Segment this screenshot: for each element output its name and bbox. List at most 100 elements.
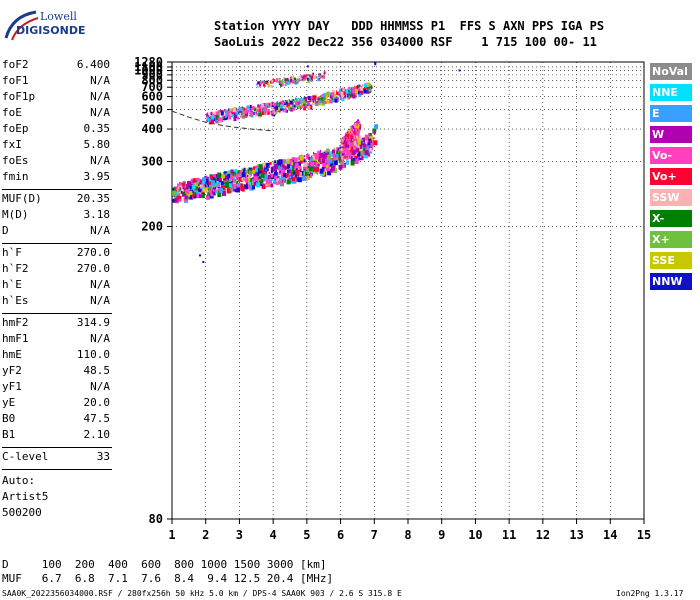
echo-point-f2 [266,105,268,108]
echo-point-f1 [362,145,366,150]
echo-point-f2 [238,107,242,112]
echo-point-f1 [287,173,289,176]
echo-point-f1 [337,148,339,151]
echo-point-f3 [275,79,278,83]
echo-point-f1 [198,188,202,193]
param-value: N/A [90,278,110,291]
echo-point-f1 [362,143,366,148]
echo-point-f1 [290,170,292,173]
echo-point-f1 [228,178,231,182]
echo-point-f1 [255,171,260,177]
echo-point-f1 [217,190,220,194]
echo-point-f1 [332,167,337,173]
echo-point-f2 [311,96,315,101]
echo-point-spread [345,151,347,154]
echo-point-f1 [260,172,265,178]
echo-point-f2 [320,97,324,102]
x-tick-label: 8 [404,528,411,542]
echo-point-f1 [369,132,372,136]
legend-item-nne: NNE [650,84,692,101]
echo-point-f1 [199,179,202,183]
legend-item-vo: Vo- [650,147,692,164]
echo-point-f3 [283,77,286,81]
echo-point-f2 [336,97,339,101]
echo-point-f1 [242,169,245,173]
echo-point-f3 [292,75,294,78]
echo-point-f1 [212,189,214,192]
echo-point-f1 [173,187,176,191]
echo-point-f1 [308,156,311,160]
echo-point-f2 [315,101,319,106]
echo-point-f1 [226,184,231,190]
echo-point-spread [350,127,353,131]
echo-point-f1 [314,154,319,160]
echo-point-f2 [309,104,313,109]
echo-point-f2 [309,99,311,102]
echo-point-f1 [316,165,318,168]
echo-point-f1 [280,166,283,170]
echo-point-f1 [213,185,217,190]
echo-point-f2 [267,102,270,106]
echo-point-f1 [335,154,339,159]
echo-point-f2 [344,94,346,97]
echo-point-f2 [344,89,346,92]
echo-point-f3 [272,78,275,82]
echo-point-f1 [273,172,278,178]
echo-point-f2 [223,116,227,121]
param-name: h`F [2,246,22,259]
echo-point-f2 [352,86,356,91]
echo-point-f3 [279,83,282,87]
y-tick-label: 400 [141,122,163,136]
echo-point-f1 [277,164,279,167]
echo-point-f1 [263,174,268,180]
echo-point-f2 [246,115,248,118]
echo-point-f2 [235,111,239,116]
echo-point-f3 [306,77,309,81]
echo-point-f1 [321,166,323,169]
echo-point-f3 [265,81,267,84]
echo-point-f2 [232,108,236,113]
echo-point-f1 [189,191,193,196]
echo-point-f1 [330,151,335,157]
echo-point-f2 [233,114,235,117]
echo-point-f3 [300,74,303,78]
echo-point-f2 [310,95,313,99]
echo-point-f2 [342,96,344,99]
echo-point-f2 [254,106,256,109]
echo-point-f2 [220,111,224,116]
echo-point-f2 [358,89,361,93]
echo-point-f1 [210,177,212,180]
echo-point-f2 [356,85,359,89]
echo-point-f2 [237,116,240,120]
echo-point-f1 [368,141,373,147]
autoscale-text: Artist5 [2,490,49,503]
echo-point-f2 [258,105,262,110]
echo-point-f1 [174,195,176,198]
param-value: 6.400 [76,58,110,71]
echo-point-f1 [205,194,210,200]
echo-point-f2 [347,93,349,96]
lowell-digisonde-logo: Lowell DIGISONDE [2,8,85,42]
echo-point-f1 [303,159,306,163]
echo-point-f1 [278,176,281,180]
echo-point-f3 [282,78,284,81]
echo-point-f1 [232,171,236,176]
echo-point-f2 [233,117,237,122]
echo-point-f1 [353,157,356,161]
x-tick-label: 3 [236,528,243,542]
legend-item-ssw: SSW [650,189,692,206]
echo-point-f1 [333,160,338,166]
echo-point-f2 [338,90,341,94]
echo-point-spread [353,123,355,126]
echo-point-f1 [201,190,203,193]
echo-point-f1 [325,162,329,167]
echo-point-f1 [307,165,309,168]
param-name: yF1 [2,380,22,393]
echo-point-f2 [293,107,296,111]
echo-point-f1 [269,164,271,167]
echo-point-f3 [318,74,320,77]
echo-point-f1 [328,158,333,164]
echo-point-f2 [270,112,272,115]
echo-point-f1 [257,168,261,173]
echo-point-f1 [281,159,286,165]
